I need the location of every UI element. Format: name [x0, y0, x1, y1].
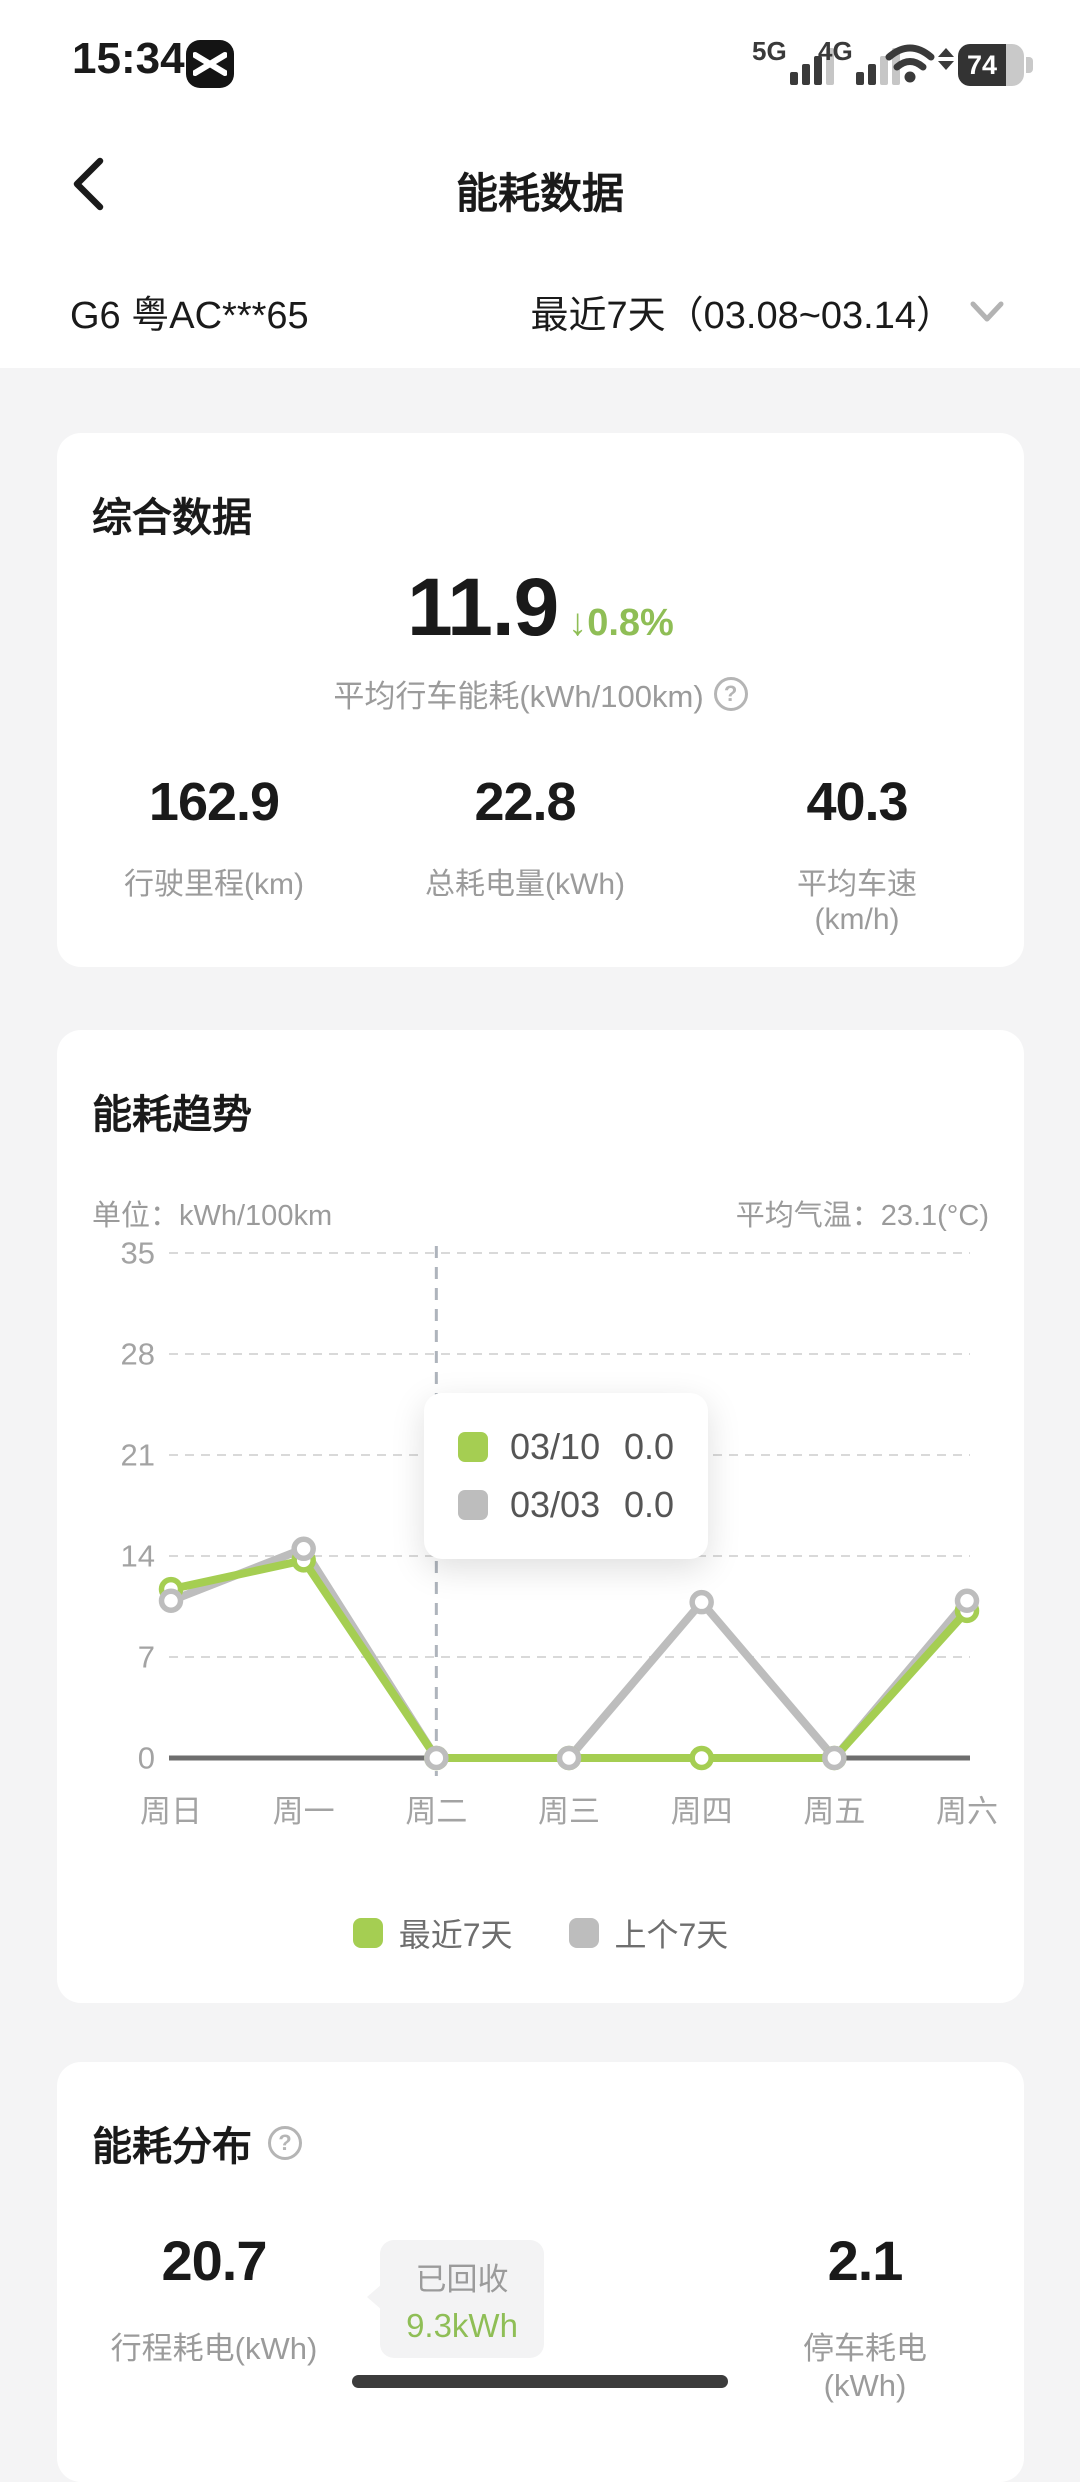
tooltip-row-current: 03/10 0.0 — [458, 1426, 674, 1468]
x-tick-label: 周三 — [538, 1794, 600, 1829]
date-range-label: 最近7天（03.08~03.14） — [530, 295, 954, 337]
home-indicator[interactable] — [352, 2375, 728, 2388]
recovered-label: 已回收 — [415, 2261, 509, 2297]
delta-value: 0.8% — [587, 602, 674, 644]
legend-label: 最近7天 — [398, 1917, 513, 1953]
data-point-marker — [291, 1536, 316, 1562]
tooltip-gray-swatch — [458, 1490, 488, 1520]
drive-energy-label: 行程耗电(kWh) — [110, 2331, 318, 2366]
chart-tooltip: 03/10 0.0 03/03 0.0 — [424, 1393, 708, 1559]
signal-4g-label: 4G — [818, 36, 853, 66]
stat-drive-energy: 20.7 行程耗电(kWh) — [111, 2228, 318, 2368]
parked-energy-value: 2.1 — [827, 2229, 904, 2292]
avg-temp-label: 平均气温：23.1(°C) — [735, 1200, 989, 1232]
legend-item-recent: 最近7天 — [352, 1910, 513, 1956]
x-tick-label: 周日 — [140, 1794, 202, 1829]
chevron-left-icon — [73, 157, 104, 211]
data-point-marker — [822, 1745, 847, 1771]
help-icon[interactable] — [713, 676, 748, 711]
legend-gray-swatch — [568, 1918, 599, 1948]
stat-total-energy-label: 总耗电量(kWh) — [425, 868, 625, 901]
legend-item-previous: 上个7天 — [568, 1910, 729, 1956]
data-point-marker — [689, 1589, 714, 1615]
stat-mileage-value: 162.9 — [148, 772, 280, 832]
stat-parked-energy: 2.1 停车耗电(kWh) — [786, 2228, 945, 2404]
battery-remainder — [1006, 44, 1024, 86]
chevron-down-icon — [970, 301, 1004, 321]
data-point-marker — [689, 1745, 714, 1771]
xpeng-x-logo-icon — [193, 52, 227, 76]
x-tick-label: 周四 — [671, 1794, 733, 1829]
xpeng-app-icon — [186, 40, 234, 88]
drive-energy-value: 20.7 — [161, 2229, 268, 2292]
x-tick-label: 周六 — [936, 1794, 998, 1829]
parked-energy-label: 停车耗电(kWh) — [803, 2331, 927, 2403]
trend-card: 能耗趋势 单位：kWh/100km 平均气温：23.1(°C) 35 28 21 14… — [57, 1030, 1024, 2003]
battery-cap — [1026, 57, 1033, 73]
tooltip-date: 03/03 — [510, 1484, 601, 1525]
tooltip-date: 03/10 — [510, 1426, 601, 1467]
summary-card: 综合数据 11.9 0.8% 平均行车能耗(kWh/100km) 162.9 行… — [57, 433, 1024, 967]
main-consumption-label-row: 平均行车能耗(kWh/100km) — [57, 671, 1024, 716]
distribution-title-text: 能耗分布 — [92, 2125, 252, 2169]
stat-avg-speed-value: 40.3 — [806, 772, 908, 832]
recovered-value: 9.3kWh — [406, 2306, 518, 2344]
stat-total-energy-value: 22.8 — [474, 772, 576, 832]
stat-total-energy: 22.8 总耗电量(kWh) — [425, 771, 625, 903]
series-line — [167, 1556, 971, 1762]
stat-avg-speed: 40.3 平均车速(km/h) — [774, 771, 941, 937]
back-button[interactable] — [56, 152, 120, 216]
consumption-delta: 0.8% — [568, 602, 674, 645]
unit-label: 单位：kWh/100km — [92, 1200, 333, 1232]
data-point-marker — [424, 1745, 449, 1771]
x-tick-label: 周二 — [405, 1794, 467, 1829]
tooltip-row-previous: 03/03 0.0 — [458, 1484, 674, 1526]
signal-5g-label: 5G — [752, 36, 787, 66]
battery-indicator: 74 — [958, 44, 1024, 86]
data-point-marker — [158, 1588, 184, 1613]
vehicle-name: G6 粤AC***65 — [70, 295, 309, 337]
help-icon[interactable] — [268, 2126, 302, 2160]
summary-card-title: 综合数据 — [92, 496, 252, 540]
tooltip-green-swatch — [458, 1432, 488, 1462]
legend-label: 上个7天 — [614, 1917, 729, 1953]
data-point-marker — [954, 1588, 980, 1613]
tooltip-value: 0.0 — [623, 1426, 674, 1467]
tooltip-value: 0.0 — [623, 1484, 674, 1525]
stat-avg-speed-label: 平均车速(km/h) — [797, 868, 917, 936]
y-tick-label: 35 — [121, 1236, 155, 1271]
y-tick-label: 28 — [121, 1337, 155, 1372]
battery-percent: 74 — [958, 44, 1006, 86]
status-time: 15:34 — [72, 34, 185, 83]
wifi-icon — [884, 42, 936, 89]
date-range-selector[interactable]: 最近7天（03.08~03.14） — [530, 284, 1006, 339]
recovered-energy-bubble: 已回收 9.3kWh — [367, 2240, 544, 2358]
y-tick-label: 14 — [121, 1539, 155, 1574]
series-line — [167, 1544, 971, 1762]
page-title: 能耗数据 — [455, 170, 624, 217]
main-consumption: 11.9 0.8% — [57, 561, 1024, 655]
arrow-down-icon — [568, 602, 587, 644]
y-tick-label: 0 — [138, 1741, 155, 1776]
distribution-card-title: 能耗分布 — [92, 2114, 302, 2172]
data-point-marker — [556, 1745, 582, 1771]
distribution-card: 能耗分布 20.7 行程耗电(kWh) 已回收 9.3kWh 2.1 停车耗电(… — [57, 2062, 1024, 2482]
main-consumption-value: 11.9 — [407, 562, 559, 653]
stat-mileage: 162.9 行驶里程(km) — [124, 771, 304, 903]
signal-5g-bars — [789, 45, 834, 85]
x-tick-label: 周五 — [803, 1794, 865, 1829]
main-consumption-label: 平均行车能耗(kWh/100km) — [333, 679, 704, 714]
chart-legend: 最近7天 上个7天 — [57, 1910, 1024, 1956]
signal-5g-icon: 5G — [752, 36, 834, 85]
x-tick-label: 周一 — [273, 1794, 335, 1829]
y-tick-label: 21 — [121, 1438, 155, 1473]
legend-green-swatch — [352, 1918, 383, 1948]
data-transfer-arrows-icon — [938, 48, 954, 70]
bubble-tail — [367, 2284, 382, 2310]
stat-mileage-label: 行驶里程(km) — [124, 868, 304, 901]
y-tick-label: 7 — [138, 1640, 155, 1675]
trend-card-title: 能耗趋势 — [92, 1093, 252, 1137]
